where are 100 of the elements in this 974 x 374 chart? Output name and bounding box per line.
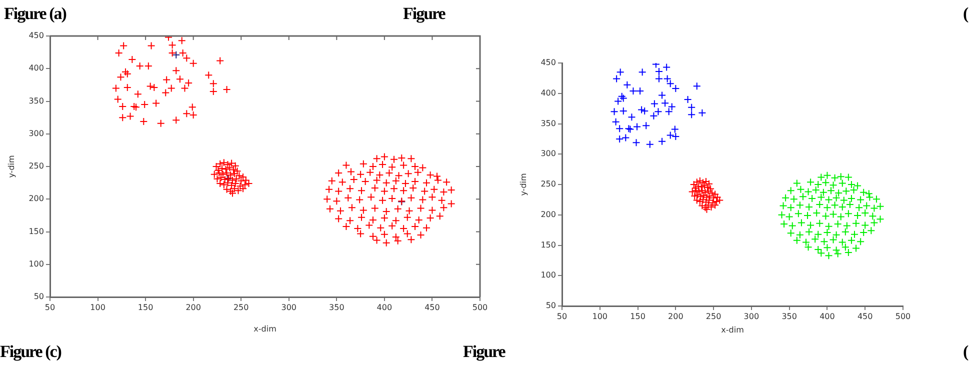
point (692, 82, 701, 90)
point (698, 108, 706, 117)
x-tick-label: 450 (857, 312, 873, 321)
point (654, 74, 663, 83)
y-axis-title: y-dim (518, 173, 528, 196)
point (182, 110, 191, 118)
point (650, 100, 658, 108)
x-tick-label: 200 (186, 302, 201, 312)
point (118, 114, 127, 122)
point (612, 118, 620, 126)
point (162, 88, 170, 97)
x-axis-title: x-dim (254, 324, 277, 334)
point (616, 134, 624, 143)
point (616, 124, 624, 133)
text: ( (963, 342, 968, 362)
point (180, 84, 189, 92)
point (650, 112, 658, 120)
point (152, 99, 160, 108)
text: Figure (463, 342, 505, 362)
point (132, 103, 140, 112)
point (618, 92, 626, 100)
point (204, 71, 213, 80)
y-tick-label: 300 (28, 128, 44, 138)
point (176, 75, 184, 84)
text: Figure (c) (0, 342, 61, 362)
point (140, 117, 148, 126)
point (130, 102, 138, 110)
point (239, 172, 248, 181)
point (136, 62, 144, 70)
y-tick-label: 300 (540, 149, 556, 158)
point (128, 55, 136, 64)
point (116, 73, 125, 82)
x-tick-label: 350 (329, 302, 344, 312)
point (188, 103, 196, 112)
point (640, 106, 649, 115)
point (664, 108, 673, 116)
text: Figure (403, 4, 445, 24)
point (228, 181, 236, 190)
point (112, 84, 120, 92)
point (688, 110, 696, 119)
point (638, 68, 646, 76)
x-tick-label: 50 (44, 302, 56, 312)
x-tick-label: 500 (895, 312, 911, 321)
point (184, 78, 193, 87)
y-tick-label: 450 (540, 58, 556, 68)
point (230, 184, 238, 193)
y-tick-label: 200 (540, 210, 556, 219)
point (629, 86, 638, 95)
point (668, 102, 676, 111)
point (619, 94, 628, 102)
x-tick-label: 50 (556, 312, 568, 321)
point (612, 74, 621, 83)
point (178, 36, 186, 45)
point (146, 82, 154, 90)
point (189, 59, 198, 68)
x-tick-label: 250 (233, 302, 249, 312)
x-tick-label: 300 (281, 302, 297, 312)
y-tick-label: 400 (540, 88, 556, 98)
point (123, 84, 132, 92)
point (118, 102, 127, 110)
y-tick-label: 50 (34, 292, 44, 302)
x-axis-title: x-dim (721, 325, 744, 334)
point (610, 108, 618, 116)
point (228, 159, 236, 168)
point (147, 42, 156, 50)
point (616, 68, 624, 76)
text: ( (963, 4, 968, 24)
y-axis-title: y-dim (6, 155, 16, 178)
point (708, 198, 717, 207)
point (658, 91, 666, 100)
y-tick-label: 350 (540, 118, 556, 128)
point (638, 106, 646, 114)
x-tick-label: 200 (668, 312, 684, 321)
x-tick-label: 400 (376, 302, 392, 312)
x-tick-label: 300 (744, 312, 760, 321)
point (126, 112, 134, 120)
point (114, 48, 123, 57)
point (614, 97, 622, 106)
point (662, 63, 671, 72)
point (642, 122, 650, 130)
point (209, 80, 218, 88)
point (189, 110, 198, 119)
y-tick-label: 450 (28, 31, 44, 40)
y-tick-label: 350 (28, 96, 44, 106)
point (688, 103, 696, 112)
point (633, 122, 642, 131)
point (622, 134, 630, 142)
point (654, 68, 663, 76)
point (168, 41, 176, 50)
point (172, 116, 180, 124)
x-tick-label: 350 (782, 312, 797, 321)
y-tick-label: 250 (540, 180, 556, 189)
point (150, 84, 158, 92)
point (636, 86, 644, 95)
point (222, 86, 231, 94)
point (661, 99, 670, 108)
x-tick-label: 450 (424, 302, 440, 312)
point (623, 80, 632, 89)
point (628, 113, 636, 122)
chart-title: Figure (a) (4, 4, 66, 24)
